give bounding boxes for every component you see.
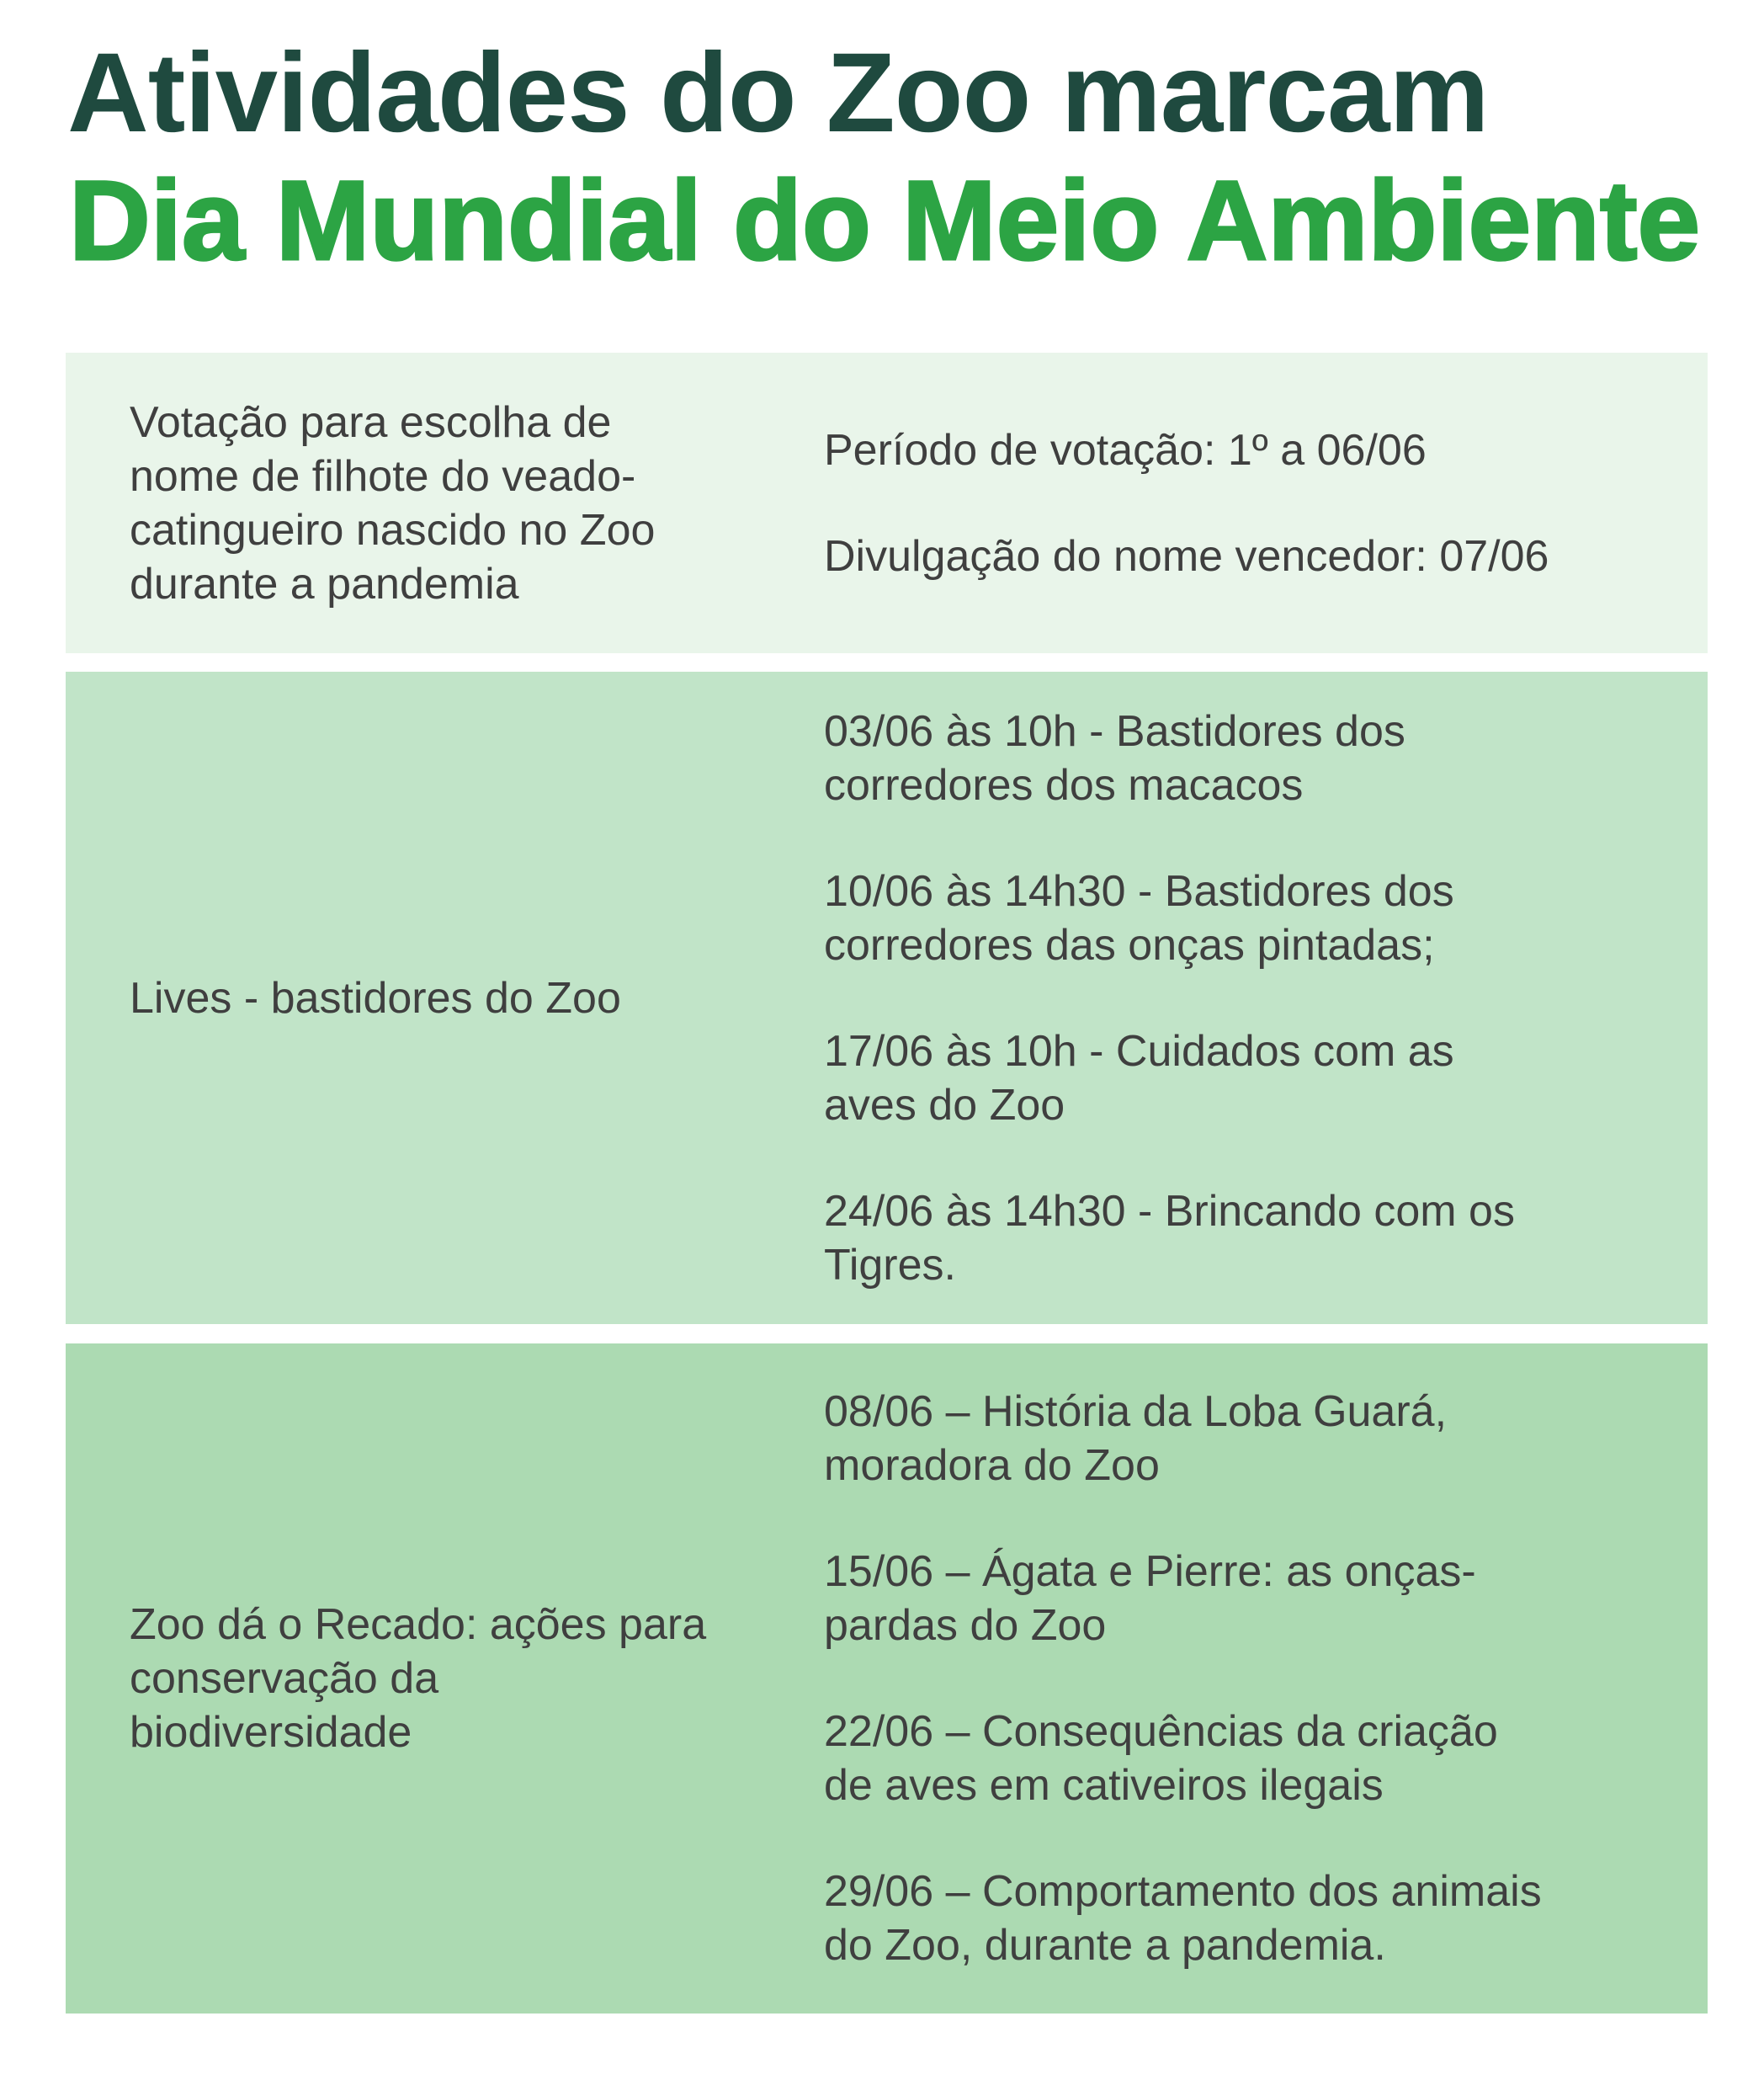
schedule-item-line: 10/06 às 14h30 - Bastidores dos: [824, 866, 1454, 916]
schedule-item: 24/06 às 14h30 - Brincando com os Tigres.: [824, 1184, 1682, 1292]
schedule-item-line: Período de votação: 1º a 06/06: [824, 425, 1427, 475]
activity-row-zoo-recado: Zoo dá o Recado: ações para conservação d…: [66, 1343, 1708, 2014]
schedule-item-line: de aves em cativeiros ilegais: [824, 1761, 1384, 1810]
activity-row-lives: Lives - bastidores do Zoo 03/06 às 10h -…: [66, 672, 1708, 1324]
activity-label-line: catingueiro nascido no Zoo: [130, 505, 656, 555]
schedule-item-line: do Zoo, durante a pandemia.: [824, 1921, 1386, 1970]
activity-label-line: biodiversidade: [130, 1708, 412, 1757]
schedule-item-line: Tigres.: [824, 1240, 956, 1290]
activity-label: Zoo dá o Recado: ações para conservação d…: [130, 1343, 786, 2014]
activity-label: Lives - bastidores do Zoo: [130, 672, 786, 1324]
schedule-item-line: 15/06 – Ágata e Pierre: as onças-: [824, 1547, 1476, 1596]
schedule-item: 08/06 – História da Loba Guará, moradora …: [824, 1385, 1682, 1492]
schedule-item: 15/06 – Ágata e Pierre: as onças-pardas …: [824, 1545, 1682, 1652]
schedule-item-line: 08/06 – História da Loba Guará,: [824, 1387, 1448, 1436]
activity-label-line: durante a pandemia: [130, 559, 519, 609]
schedule-item-line: aves do Zoo: [824, 1080, 1065, 1130]
schedule-item-line: pardas do Zoo: [824, 1601, 1107, 1650]
title-line-2: Dia Mundial do Meio Ambiente: [67, 158, 1701, 284]
activity-label-line: conservação da: [130, 1654, 439, 1703]
activity-row-voting: Votação para escolha de nome de filhote d…: [66, 353, 1708, 653]
activity-details: 08/06 – História da Loba Guará, moradora …: [824, 1343, 1682, 2014]
schedule-item-line: corredores das onças pintadas;: [824, 920, 1435, 970]
schedule-item: Divulgação do nome vencedor: 07/06: [824, 529, 1682, 583]
schedule-item-line: 03/06 às 10h - Bastidores dos: [824, 706, 1405, 756]
activity-label: Votação para escolha de nome de filhote d…: [130, 353, 786, 653]
schedule-item-line: moradora do Zoo: [824, 1441, 1160, 1490]
schedule-item: 29/06 – Comportamento dos animais do Zoo,…: [824, 1865, 1682, 1972]
title-line-1: Atividades do Zoo marcam: [67, 30, 1490, 156]
schedule-item-line: 29/06 – Comportamento dos animais: [824, 1867, 1542, 1916]
schedule-item: 22/06 – Consequências da criação de aves …: [824, 1705, 1682, 1812]
schedule-item: 03/06 às 10h - Bastidores dos corredores …: [824, 705, 1682, 812]
schedule-item-line: 17/06 às 10h - Cuidados com as: [824, 1026, 1454, 1076]
schedule-item-line: 22/06 – Consequências da criação: [824, 1707, 1498, 1756]
schedule-item-line: Divulgação do nome vencedor: 07/06: [824, 531, 1549, 581]
schedule-item: Período de votação: 1º a 06/06: [824, 423, 1682, 477]
activity-label-line: Zoo dá o Recado: ações para: [130, 1600, 707, 1649]
activity-label-line: nome de filhote do veado-: [130, 451, 636, 501]
schedule-item-line: corredores dos macacos: [824, 760, 1304, 810]
schedule-item-line: 24/06 às 14h30 - Brincando com os: [824, 1186, 1515, 1236]
activity-details: 03/06 às 10h - Bastidores dos corredores …: [824, 672, 1682, 1324]
activity-details: Período de votação: 1º a 06/06 Divulgação…: [824, 353, 1682, 653]
schedule-item: 10/06 às 14h30 - Bastidores dos corredore…: [824, 864, 1682, 972]
activity-label-line: Votação para escolha de: [130, 397, 612, 447]
activity-label-line: Lives - bastidores do Zoo: [130, 973, 621, 1023]
schedule-item: 17/06 às 10h - Cuidados com as aves do Zo…: [824, 1024, 1682, 1132]
